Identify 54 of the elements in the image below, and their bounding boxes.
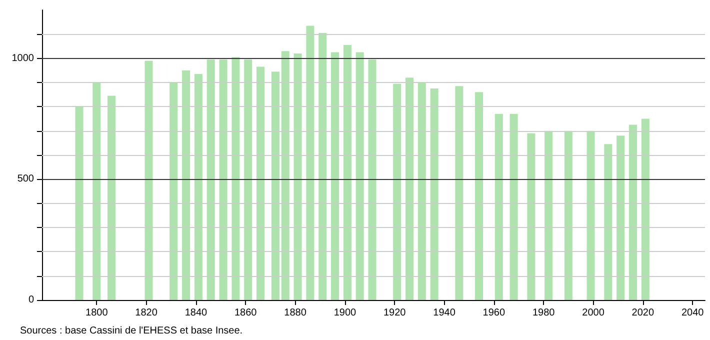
x-tick-label: 1800 <box>86 308 108 318</box>
bar <box>586 130 595 300</box>
bar <box>194 74 202 300</box>
bar <box>430 88 438 300</box>
bar <box>294 54 302 300</box>
bar <box>271 72 280 300</box>
x-tick-label: 1840 <box>184 308 208 318</box>
bar <box>564 130 572 300</box>
bar <box>527 133 536 300</box>
bar <box>544 130 553 300</box>
x-tick-label: 1820 <box>135 308 158 318</box>
bar <box>616 136 625 300</box>
bar <box>206 60 215 300</box>
bar <box>281 51 290 300</box>
bar <box>182 70 190 300</box>
bar <box>628 124 637 300</box>
bar <box>494 114 503 300</box>
bar <box>232 57 240 300</box>
bar <box>604 144 612 300</box>
bar <box>475 92 484 300</box>
source-note: Sources : base Cassini de l'EHESS et base Insee. <box>20 326 243 336</box>
x-tick-label: 1920 <box>383 308 406 318</box>
bar <box>244 60 252 300</box>
bar <box>331 52 340 300</box>
bar <box>368 60 376 300</box>
bar <box>92 82 101 300</box>
bar <box>108 96 116 300</box>
bar <box>406 78 414 300</box>
x-tick-label: 1860 <box>234 308 258 318</box>
x-tick-label: 1900 <box>334 308 357 318</box>
bar <box>455 86 464 300</box>
bar <box>144 60 153 300</box>
bar <box>393 84 402 300</box>
y-tick-label: 0 <box>28 294 34 306</box>
bar <box>641 118 650 300</box>
y-tick-label: 1000 <box>12 52 34 64</box>
x-tick-label: 1880 <box>284 308 307 318</box>
x-tick-label: 1940 <box>433 308 456 318</box>
bar <box>318 32 327 300</box>
bar <box>418 82 426 300</box>
x-tick-label: 2000 <box>582 308 605 318</box>
bar <box>356 52 364 300</box>
bar <box>306 26 314 300</box>
bar <box>256 66 265 300</box>
y-tick-label: 500 <box>17 174 34 185</box>
bar <box>170 82 178 300</box>
bar <box>510 114 518 300</box>
bar <box>219 60 228 300</box>
x-tick-label: 1960 <box>482 308 506 318</box>
x-tick-label: 1980 <box>532 308 556 318</box>
x-tick-label: 2040 <box>681 308 704 318</box>
bar <box>343 45 352 300</box>
x-tick-label: 2020 <box>632 308 654 318</box>
bar <box>75 106 84 300</box>
